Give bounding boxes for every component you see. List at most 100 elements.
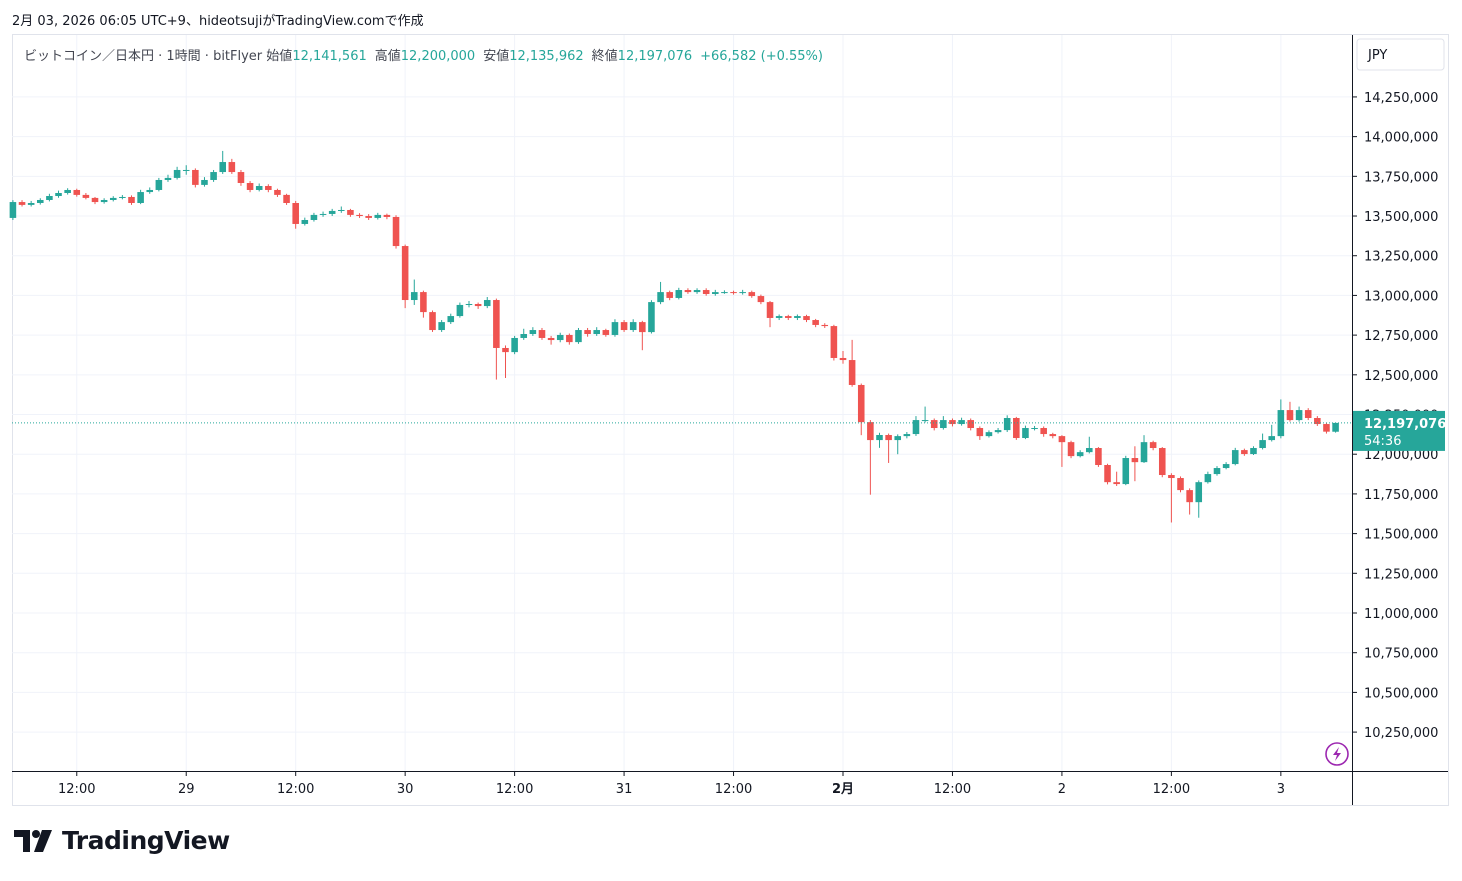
candle-body [721, 292, 728, 294]
y-tick-label: 11,250,000 [1364, 567, 1438, 582]
candle-body [803, 316, 810, 321]
legend-value: 12,200,000 [400, 49, 476, 64]
candle-body [64, 189, 71, 193]
candle-body [383, 214, 391, 217]
candle-body [1067, 442, 1075, 457]
candle-body [657, 292, 664, 303]
legend-label: 安値 [483, 49, 510, 64]
candle-body [821, 324, 829, 327]
candle-body [319, 213, 327, 215]
candle-body [1268, 436, 1276, 441]
candle-body [739, 292, 746, 294]
logo-text: TradingView [62, 826, 230, 855]
candle-body [91, 197, 99, 203]
candle-body [712, 292, 719, 294]
candle-body [392, 216, 400, 247]
candle-body [602, 330, 610, 335]
candle-body [301, 219, 309, 224]
legend-label: 終値 [591, 49, 618, 64]
alert-icon[interactable] [1325, 742, 1349, 766]
candle-body [228, 162, 236, 173]
y-tick-label: 14,000,000 [1364, 131, 1438, 146]
candle-body [274, 189, 281, 195]
candle-body [666, 292, 673, 298]
candle-body [757, 296, 765, 303]
x-tick-label: 12:00 [934, 782, 971, 797]
candle-body [73, 189, 81, 195]
candle-body [493, 300, 500, 348]
candle-body [1286, 410, 1294, 421]
x-tick-label: 12:00 [496, 782, 533, 797]
candle-body [1149, 442, 1157, 449]
candle-body [265, 186, 272, 190]
candle-body [1304, 410, 1312, 419]
candle-body [584, 330, 591, 335]
candle-body [420, 292, 427, 313]
x-tick-label: 2月 [832, 782, 854, 797]
currency-box[interactable] [1356, 38, 1445, 71]
candle-body [182, 169, 190, 171]
candle-body [410, 292, 418, 301]
legend-value: 12,197,076 [617, 49, 693, 64]
candle-body [1022, 428, 1029, 439]
y-tick-label: 12,000,000 [1364, 448, 1438, 463]
chart-frame [12, 34, 1449, 806]
candle-body [538, 330, 546, 338]
candle-body [985, 432, 993, 437]
legend: ビットコイン／日本円 · 1時間 · bitFlyer 始値12,141,561… [24, 45, 831, 64]
y-tick-label: 12,500,000 [1364, 369, 1438, 384]
candle-body [611, 322, 619, 335]
candle-body [27, 203, 35, 205]
candle-body [1323, 424, 1330, 432]
candle-body [173, 169, 181, 178]
candle-body [912, 420, 920, 435]
y-tick-label: 13,250,000 [1364, 250, 1438, 265]
candle-body [36, 199, 44, 204]
candle-body [547, 337, 555, 341]
candle-body [374, 214, 382, 218]
candle-body [885, 434, 892, 441]
y-tick-label: 10,750,000 [1364, 647, 1438, 662]
grid [12, 35, 1352, 771]
legend-value: 12,141,561 [292, 49, 367, 64]
x-tick-label: 12:00 [715, 782, 752, 797]
candle-body [219, 162, 226, 173]
candle-body [474, 303, 482, 307]
candle-body [1186, 490, 1193, 503]
candle-body [620, 322, 628, 331]
x-tick-label: 2 [1058, 782, 1066, 797]
y-tick-label: 13,500,000 [1364, 210, 1438, 225]
candle-body [976, 428, 984, 437]
candle-body [1231, 450, 1239, 465]
candle-body [18, 202, 26, 205]
candle-body [1314, 418, 1321, 425]
candle-body [1104, 465, 1111, 483]
candle-body [1131, 458, 1139, 463]
candle-body [1295, 410, 1303, 421]
candle-body [1113, 482, 1120, 485]
last-price-label: 12,197,076 [1364, 417, 1446, 432]
candle-body [903, 434, 911, 437]
candle-body [921, 420, 929, 422]
candle-body [456, 304, 464, 317]
candle-body [949, 420, 956, 425]
candle-body [675, 290, 683, 298]
candles [9, 150, 1339, 523]
candle-body [629, 322, 637, 331]
candle-body [192, 169, 199, 185]
candle-body [794, 316, 801, 318]
currency-label: JPY [1367, 48, 1387, 63]
candle-body [1250, 448, 1257, 455]
candle-body [447, 316, 455, 323]
legend-value: 12,135,962 [509, 49, 584, 64]
candle-body [55, 192, 62, 197]
candle-body [766, 302, 774, 318]
candle-body [1040, 428, 1047, 435]
candle-body [876, 434, 883, 441]
candle-body [1049, 434, 1057, 437]
candle-body [867, 422, 874, 441]
y-tick-label: 10,250,000 [1364, 726, 1438, 741]
candle-body [556, 334, 564, 341]
x-tick-label: 12:00 [58, 782, 95, 797]
candle-body [1122, 458, 1130, 485]
